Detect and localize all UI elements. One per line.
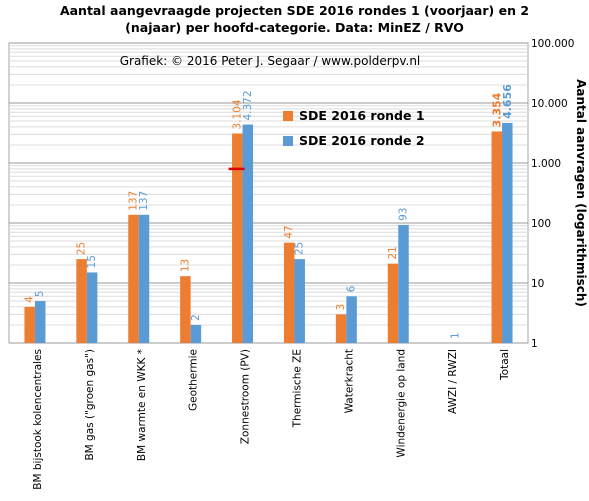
y-tick-label: 100	[531, 218, 551, 230]
bar	[491, 131, 503, 343]
legend-swatch	[283, 111, 293, 121]
data-label: 47	[283, 225, 295, 238]
legend-label: SDE 2016 ronde 1	[299, 108, 425, 123]
data-labels: 4525151371371323.1044.372472536219313.35…	[24, 84, 514, 339]
legend-label: SDE 2016 ronde 2	[299, 133, 425, 148]
y-tick-label: 1	[531, 338, 538, 350]
data-label: 137	[138, 191, 150, 211]
x-tick-label: BM gas ("groen gas")	[84, 349, 96, 461]
y-tick-label: 10	[531, 278, 544, 290]
data-label: 5	[34, 290, 46, 297]
chart-title: Aantal aangevraagde projecten SDE 2016 r…	[0, 2, 589, 36]
bar	[128, 214, 139, 343]
data-label: 2	[190, 314, 202, 321]
chart-title-line-2: (najaar) per hoofd-categorie. Data: MinE…	[125, 20, 464, 35]
legend: SDE 2016 ronde 1 SDE 2016 ronde 2	[283, 108, 425, 148]
data-label: 4.372	[242, 90, 254, 120]
x-tick-label: Zonnestroom (PV)	[240, 349, 252, 444]
x-tick-label: BM warmte en WKK *	[136, 349, 148, 461]
bar	[232, 133, 243, 343]
data-label: 137	[128, 191, 140, 211]
bar	[86, 272, 98, 343]
bar	[335, 314, 347, 343]
y-tick-label: 10.000	[531, 98, 568, 110]
data-label: 3.104	[231, 99, 243, 129]
bar	[24, 306, 35, 343]
bars	[24, 122, 513, 343]
data-label: 3.354	[490, 92, 503, 127]
bar	[502, 122, 513, 343]
data-label: 4	[24, 296, 36, 303]
bar	[190, 324, 202, 343]
y-tick-label: 1.000	[531, 158, 561, 170]
data-label: 21	[387, 246, 399, 259]
x-tick-label: Totaal	[499, 349, 511, 381]
legend-swatch	[283, 136, 293, 146]
bar	[180, 276, 191, 343]
bar	[34, 301, 46, 343]
bar	[283, 242, 295, 343]
data-label: 4.656	[501, 84, 514, 119]
data-label: 1	[449, 332, 461, 339]
x-tick-label: BM bijstook kolencentrales	[32, 349, 44, 490]
data-label: 15	[86, 255, 98, 268]
y-axis-label: Aantal aanvragen (logarithmisch)	[574, 79, 588, 307]
y-tick-labels: 1 10 100 1.000 10.000 100.000	[531, 38, 574, 350]
bar	[242, 124, 254, 343]
data-label: 3	[335, 304, 347, 311]
x-tick-label: Windenergie op land	[395, 349, 407, 458]
x-tick-label: Thermische ZE	[291, 349, 303, 428]
bar	[398, 224, 409, 343]
data-label: 25	[76, 242, 88, 255]
bar	[387, 263, 399, 343]
data-label: 6	[346, 285, 358, 292]
y-tick-label: 100.000	[531, 38, 574, 50]
bar	[138, 214, 150, 343]
bar	[346, 296, 357, 343]
data-label: 93	[398, 208, 410, 221]
bar	[76, 259, 87, 343]
x-tick-label: Waterkracht	[343, 349, 355, 413]
chart-title-line-1: Aantal aangevraagde projecten SDE 2016 r…	[59, 3, 530, 18]
data-label: 25	[294, 242, 306, 255]
chart-credit: Grafiek: © 2016 Peter J. Segaar / www.po…	[120, 54, 421, 68]
data-label: 13	[179, 259, 191, 272]
x-tick-label: Geothermie	[188, 349, 200, 411]
bar	[294, 259, 305, 343]
x-tick-label: AWZI / RWZI	[447, 349, 459, 414]
x-tick-labels: BM bijstook kolencentrales BM gas ("groen…	[32, 349, 511, 490]
